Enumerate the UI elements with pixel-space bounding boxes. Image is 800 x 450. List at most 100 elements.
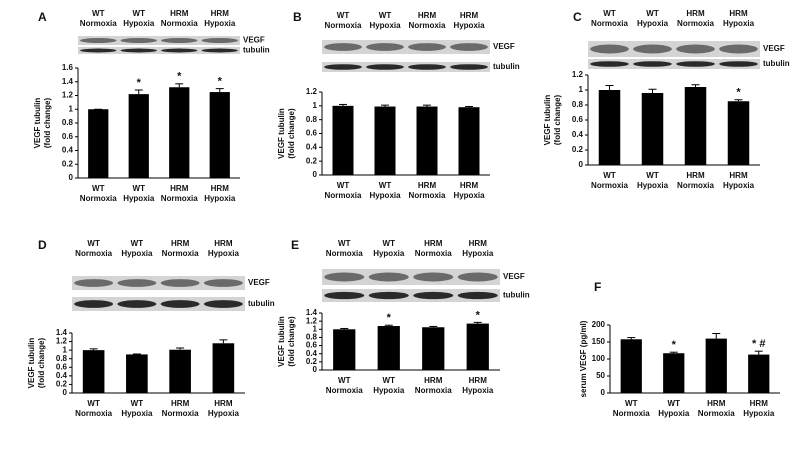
bar [333,329,356,370]
y-tick-label: 0.2 [62,159,74,168]
blot-band [74,300,114,308]
blot-band [161,37,198,44]
bar [374,106,396,175]
y-axis-label: VEGF tubulin [543,95,552,146]
x-tick-label: Normoxia [591,181,628,190]
y-tick-label: 0 [63,388,68,397]
blot-column-label: WT [646,9,659,18]
blot-column-label: Normoxia [415,249,452,258]
x-tick-label: Normoxia [325,191,362,200]
x-tick-label: Hypoxia [462,386,494,395]
x-tick-label: Hypoxia [373,386,405,395]
blot-band [366,43,404,51]
blot-band [719,61,758,67]
blot-column-label: Hypoxia [123,19,155,28]
y-tick-label: 0.6 [62,132,74,141]
band-label: tubulin [243,46,270,55]
bar [128,94,149,178]
blot-column-label: Hypoxia [208,249,240,258]
x-tick-label: Normoxia [415,386,452,395]
blot-column-label: WT [603,9,616,18]
y-tick-label: 1 [63,345,68,354]
x-tick-label: WT [338,376,351,385]
blot-strip [322,289,500,302]
blot-column-label: HRM [418,11,437,20]
blot-band [457,272,498,282]
blot-band [450,64,488,70]
blot-band [117,279,157,287]
y-tick-label: 0.8 [306,115,318,124]
x-tick-label: HRM [211,184,230,193]
blot-band [719,44,758,54]
x-tick-label: Hypoxia [453,191,485,200]
blot-band [590,61,629,67]
band-label: VEGF [243,36,265,45]
band-label: tubulin [503,291,530,300]
x-tick-label: HRM [424,376,443,385]
y-tick-label: 1.6 [62,63,74,72]
blot-band [324,43,362,51]
blot-band [450,43,488,51]
significance-mark: * [177,71,182,83]
bar [82,350,105,393]
blot-band [366,64,404,70]
y-tick-label: 0.8 [56,354,68,363]
blot-band [408,64,446,70]
y-tick-label: 0.8 [62,118,74,127]
blot-band [633,61,672,67]
y-tick-label: 0.2 [306,156,318,165]
y-tick-label: 1.2 [56,337,68,346]
y-tick-label: 150 [592,337,606,346]
blot-column-label: WT [87,239,100,248]
blot-band [324,291,365,300]
x-tick-label: Normoxia [80,194,117,203]
blot-column-label: WT [131,239,144,248]
blot-band [160,300,200,308]
y-tick-label: 0.4 [572,130,584,139]
y-tick-label: 0 [313,365,318,374]
bar [377,326,400,370]
x-tick-label: WT [379,181,392,190]
x-tick-label: Hypoxia [123,194,155,203]
x-tick-label: Normoxia [409,191,446,200]
blot-column-label: Hypoxia [121,249,153,258]
blot-column-label: HRM [686,9,705,18]
y-axis-label: (fold change) [553,95,562,146]
bar [209,92,230,178]
bar [598,90,621,165]
blot-band [203,279,243,287]
blot-column-label: WT [133,9,146,18]
blot-strip [322,62,490,72]
y-tick-label: 1 [579,85,584,94]
blot-band [590,44,629,54]
blot-strip [588,59,760,69]
bar [663,353,685,393]
y-tick-label: 1 [69,104,74,113]
x-tick-label: HRM [460,181,479,190]
blot-band [368,291,409,300]
significance-mark: * [137,77,142,89]
blot-column-label: WT [379,11,392,20]
blot-column-label: Hypoxia [373,249,405,258]
y-axis-label: VEGF tubulin [33,98,42,149]
x-tick-label: Hypoxia [204,194,236,203]
y-tick-label: 0.6 [56,362,68,371]
blot-column-label: Normoxia [75,249,112,258]
blot-column-label: HRM [171,239,190,248]
y-tick-label: 1.2 [306,87,318,96]
blot-strip [588,41,760,57]
blot-band [160,279,200,287]
x-tick-label: WT [92,184,105,193]
blot-column-label: Normoxia [677,19,714,28]
blot-column-label: Normoxia [80,19,117,28]
x-tick-label: HRM [707,399,726,408]
band-label: VEGF [763,44,785,53]
blot-band [80,37,117,44]
blot-band [457,291,498,300]
significance-mark: * # [752,338,765,350]
y-tick-label: 1.4 [306,308,318,317]
blot-band [74,279,114,287]
y-axis-label: (fold change) [43,98,52,149]
blot-column-label: HRM [424,239,443,248]
bar [416,106,438,175]
